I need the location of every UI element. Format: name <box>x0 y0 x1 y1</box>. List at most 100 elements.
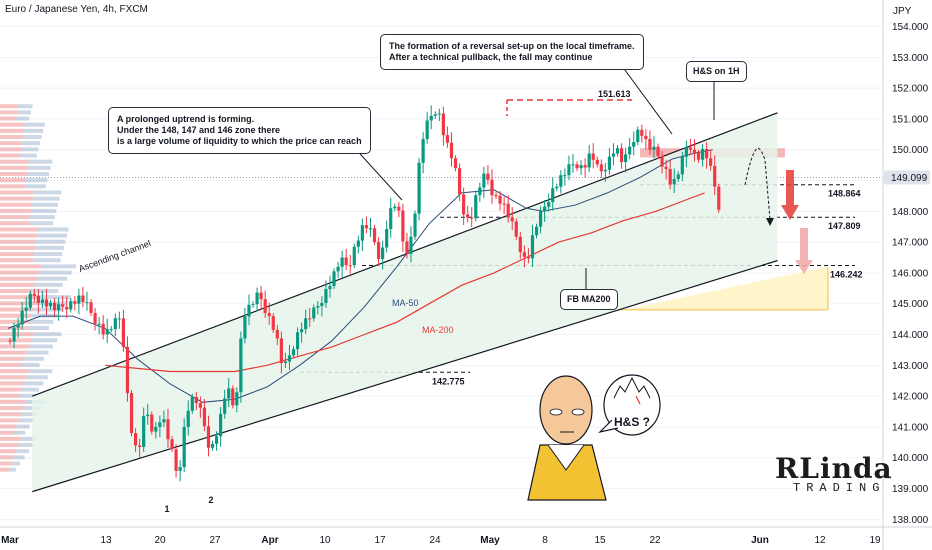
price-tick-label: 139.000 <box>892 484 929 495</box>
candle-body <box>551 188 555 203</box>
candle-body <box>243 316 247 339</box>
volume-profile-bar <box>0 443 19 448</box>
candle-body <box>376 242 381 260</box>
volume-profile-bar <box>17 110 31 115</box>
volume-profile-bar <box>0 178 27 183</box>
level-label-151613: 151.613 <box>598 89 631 99</box>
volume-profile-bar <box>0 215 31 220</box>
volume-profile-bar <box>32 289 59 294</box>
candle-body <box>640 129 644 136</box>
candle-body <box>498 195 502 204</box>
candle-body <box>142 416 146 447</box>
volume-profile-bar <box>26 325 49 330</box>
candle-body <box>89 302 93 313</box>
volume-profile-bar <box>0 196 33 201</box>
volume-profile-bar <box>0 190 34 195</box>
candle-body <box>263 299 267 313</box>
volume-profile-bar <box>0 369 29 374</box>
candle-body <box>214 436 219 444</box>
time-tick-label: 20 <box>154 535 166 546</box>
candle-body <box>40 299 45 303</box>
candle-body <box>316 306 320 308</box>
candle-body <box>437 113 441 115</box>
candle-body <box>672 179 676 185</box>
candle-body <box>466 214 470 218</box>
volume-profile-bar <box>29 344 53 349</box>
candle-body <box>660 155 664 167</box>
candle-body <box>405 241 409 254</box>
volume-profile-bar <box>41 264 76 269</box>
volume-profile-bar <box>24 356 44 361</box>
candle-body <box>36 295 40 303</box>
candle-body <box>445 135 450 143</box>
candle-body <box>478 187 482 196</box>
candle-body <box>668 168 672 185</box>
speech-hs-shape <box>613 376 651 399</box>
candle-body <box>194 396 198 404</box>
volume-profile-bar <box>0 461 12 466</box>
reversal-note: The formation of a reversal set-up on th… <box>380 34 644 70</box>
candle-body <box>433 114 437 116</box>
price-tick-label: 154.000 <box>892 22 929 33</box>
candle-body <box>632 142 636 147</box>
volume-profile-bar <box>0 313 32 318</box>
level-label-147809: 147.809 <box>828 221 861 231</box>
candle-body <box>648 138 652 150</box>
candle-body <box>129 393 134 434</box>
candle-body <box>93 312 97 324</box>
speech-bubble-tail <box>598 419 619 434</box>
volume-profile-bar <box>0 116 17 121</box>
volume-profile-bar <box>0 221 30 226</box>
candle-body <box>611 153 616 157</box>
volume-profile-bar <box>0 245 36 250</box>
volume-profile-bar <box>0 282 35 287</box>
candle-body <box>304 318 308 330</box>
candle-body <box>526 256 531 259</box>
price-tick-label: 146.000 <box>892 268 929 279</box>
candle-body <box>583 165 587 168</box>
candle-body <box>474 195 478 219</box>
candle-body <box>352 246 356 266</box>
time-tick-label: 19 <box>869 535 881 546</box>
candle-body <box>235 392 239 406</box>
fb-ma200-label: FB MA200 <box>560 289 618 310</box>
volume-profile-bar <box>0 467 9 472</box>
candle-body <box>538 211 543 227</box>
candle-body <box>32 293 36 296</box>
volume-profile-bar <box>0 252 35 257</box>
price-tick-label: 152.000 <box>892 84 929 95</box>
volume-profile-bar <box>0 276 37 281</box>
volume-profile-bar <box>0 295 40 300</box>
candle-body <box>360 225 364 241</box>
price-tick-label: 143.000 <box>892 361 929 372</box>
time-tick-label: Mar <box>1 535 19 546</box>
volume-profile-bar <box>34 282 63 287</box>
candle-body <box>255 292 259 305</box>
candle-body <box>198 403 202 408</box>
ma50-label: MA-50 <box>392 298 419 308</box>
candle-body <box>636 129 640 143</box>
candle-body <box>279 338 283 364</box>
candle-body <box>510 217 514 222</box>
volume-profile-bar <box>36 276 68 281</box>
current-price-badge <box>884 170 930 185</box>
candle-body <box>624 154 628 163</box>
speech-text: H&S ? <box>614 415 650 429</box>
uptrend-note-line-1: A prolonged uptrend is forming. <box>117 114 255 124</box>
volume-profile-bar <box>19 393 35 398</box>
candle-body <box>162 419 166 423</box>
channel-upper-line <box>32 112 778 397</box>
volume-profile-bar <box>25 184 46 189</box>
candle-body <box>482 173 486 188</box>
candle-body <box>356 240 360 247</box>
price-tick-label: 147.000 <box>892 238 929 249</box>
candle-body <box>441 113 445 136</box>
character-eye <box>571 408 585 416</box>
candle-body <box>332 271 336 287</box>
time-tick-label: 22 <box>649 535 661 546</box>
reversal-note-pointer <box>621 65 673 135</box>
candle-body <box>8 340 12 342</box>
volume-profile-bar <box>0 141 22 146</box>
uptrend-note-line-3: is a large volume of liquidity to which … <box>117 136 362 146</box>
